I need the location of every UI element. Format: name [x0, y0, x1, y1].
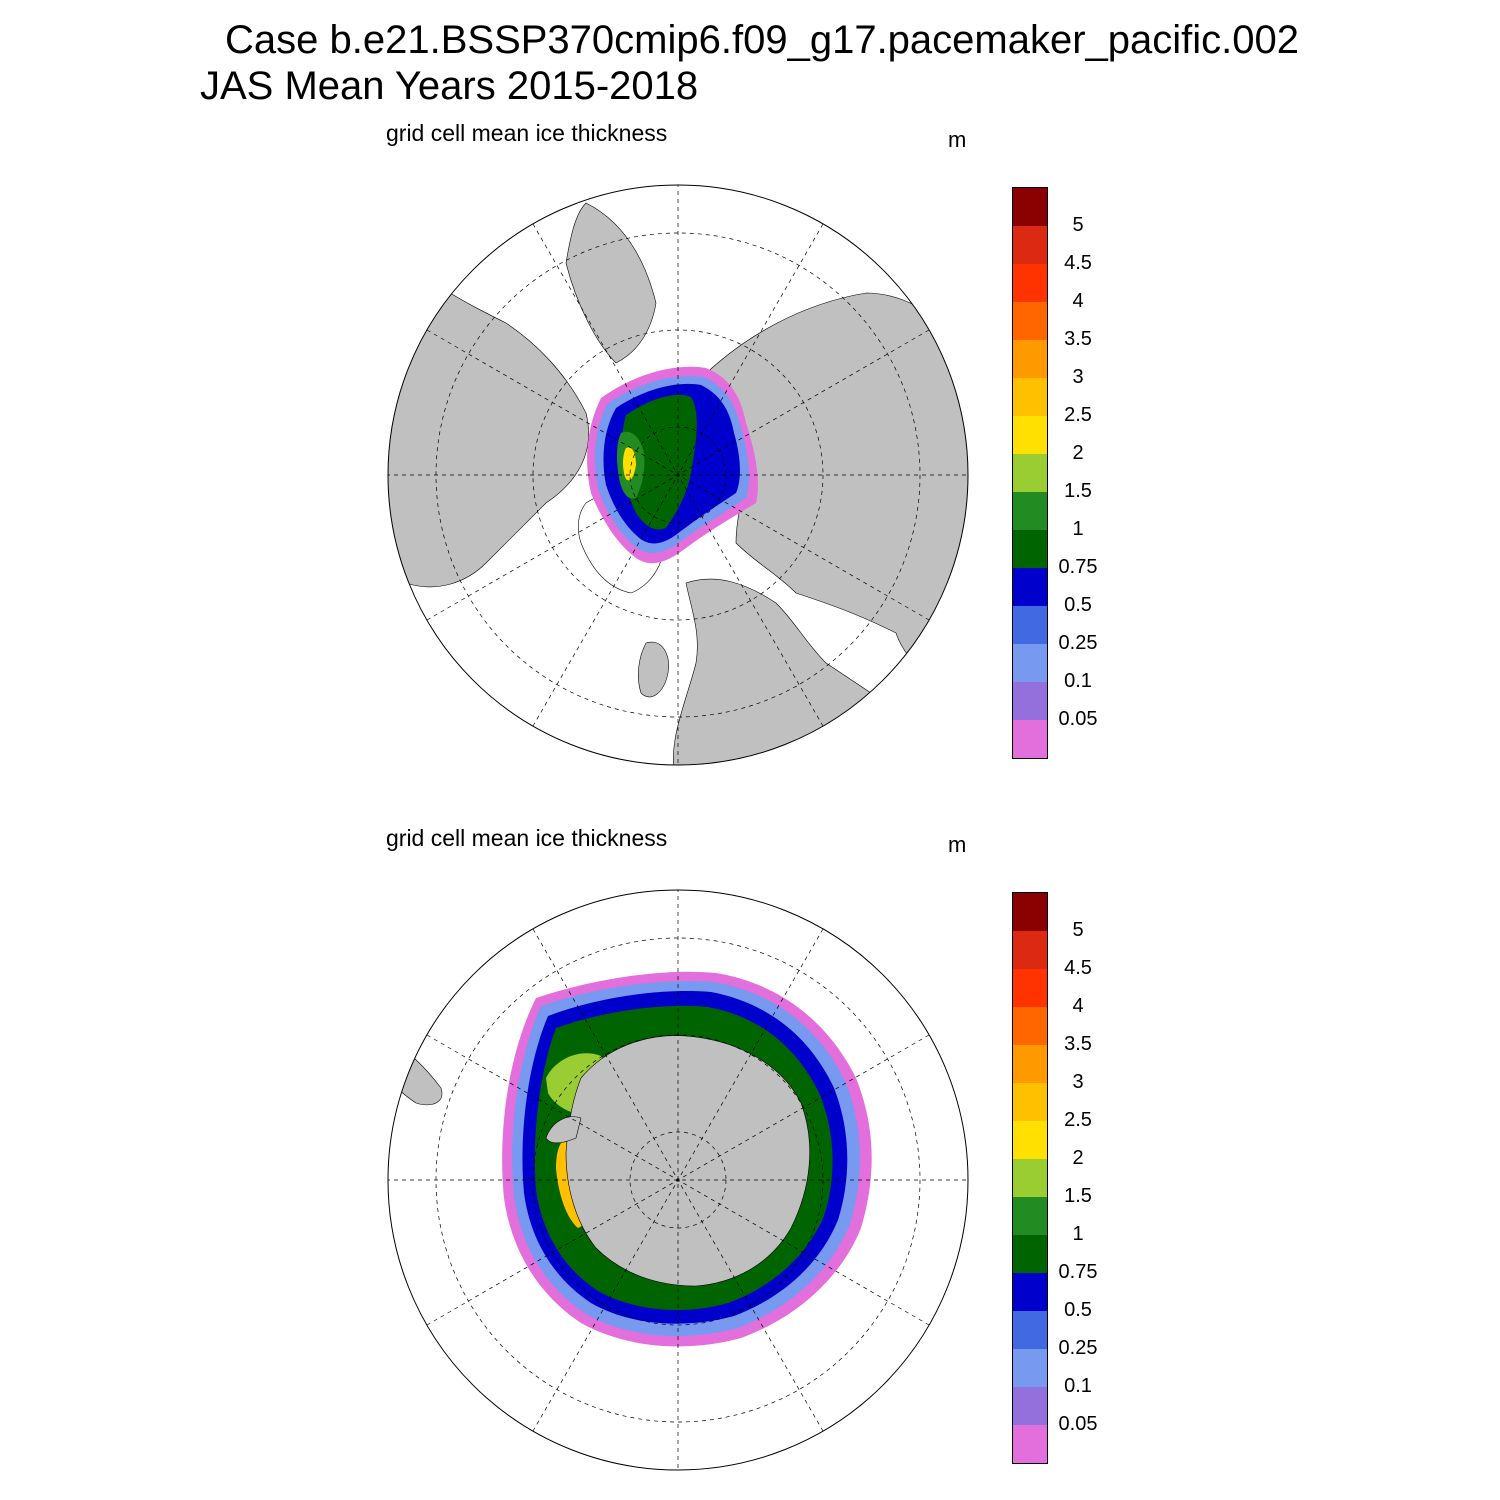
figure-title-line1: Case b.e21.BSSP370cmip6.f09_g17.pacemake… — [225, 18, 1300, 62]
colorbar-box-nh-0 — [1013, 188, 1047, 226]
colorbar-box-sh-13 — [1013, 1387, 1047, 1425]
colorbar-label: 0.5 — [1064, 1299, 1092, 1321]
colorbar-box-sh-1 — [1013, 931, 1047, 969]
colorbar-label: 4.5 — [1064, 252, 1092, 274]
colorbar-sh — [1012, 892, 1048, 1464]
landmass-north-america — [388, 242, 589, 588]
colorbar-label: 1.5 — [1064, 480, 1092, 502]
colorbar-label: 3.5 — [1064, 1033, 1092, 1055]
colorbar-label: 0.05 — [1058, 1413, 1098, 1435]
colorbar-label: 3 — [1072, 1071, 1084, 1093]
colorbar-box-nh-2 — [1013, 264, 1047, 302]
colorbar-label: 2.5 — [1064, 1109, 1092, 1131]
colorbar-box-sh-6 — [1013, 1121, 1047, 1159]
colorbar-box-sh-2 — [1013, 969, 1047, 1007]
colorbar-box-sh-9 — [1013, 1235, 1047, 1273]
colorbar-label: 5 — [1072, 214, 1084, 236]
colorbar-box-sh-7 — [1013, 1159, 1047, 1197]
figure-title-line2: JAS Mean Years 2015-2018 — [200, 64, 699, 108]
colorbar-box-nh-5 — [1013, 378, 1047, 416]
colorbar-label: 3.5 — [1064, 328, 1092, 350]
landmass-uk — [637, 641, 669, 698]
colorbar-box-sh-10 — [1013, 1273, 1047, 1311]
colorbar-box-nh-10 — [1013, 568, 1047, 606]
colorbar-label: 0.05 — [1058, 708, 1098, 730]
colorbar-label: 1.5 — [1064, 1185, 1092, 1207]
colorbar-label: 2 — [1072, 442, 1084, 464]
colorbar-label: 4 — [1072, 290, 1084, 312]
colorbar-label: 1 — [1072, 518, 1084, 540]
colorbar-box-nh-1 — [1013, 226, 1047, 264]
sea-ice-thick-core — [623, 447, 636, 481]
colorbar-label: 2.5 — [1064, 404, 1092, 426]
colorbar-box-sh-8 — [1013, 1197, 1047, 1235]
colorbar-box-sh-5 — [1013, 1083, 1047, 1121]
colorbar-label: 2 — [1072, 1147, 1084, 1169]
arctic-sea-ice-map — [387, 184, 969, 766]
colorbar-box-nh-3 — [1013, 302, 1047, 340]
panel-title-sh: grid cell mean ice thickness — [386, 825, 668, 851]
colorbar-labels-sh: 5 4.5 4 3.5 3 2.5 2 1.5 1 0.75 0.5 0.25 … — [1048, 892, 1118, 1462]
landmass-antarctica — [565, 1035, 810, 1287]
colorbar-label: 5 — [1072, 919, 1084, 941]
antarctic-sea-ice-map — [387, 889, 969, 1471]
colorbar-label: 0.5 — [1064, 594, 1092, 616]
colorbar-label: 0.25 — [1058, 1337, 1098, 1359]
colorbar-labels-nh: 5 4.5 4 3.5 3 2.5 2 1.5 1 0.75 0.5 0.25 … — [1048, 187, 1118, 757]
colorbar-box-nh-8 — [1013, 492, 1047, 530]
units-label-nh: m — [948, 127, 967, 152]
colorbar-label: 1 — [1072, 1223, 1084, 1245]
colorbar-box-nh-14 — [1013, 720, 1047, 758]
colorbar-label: 0.75 — [1058, 1261, 1098, 1283]
colorbar-label: 4.5 — [1064, 957, 1092, 979]
colorbar-box-nh-12 — [1013, 644, 1047, 682]
colorbar-label: 4 — [1072, 995, 1084, 1017]
colorbar-label: 0.25 — [1058, 632, 1098, 654]
colorbar-box-sh-12 — [1013, 1349, 1047, 1387]
landmass-antarctic-peninsula — [545, 1116, 582, 1144]
panel-title-nh: grid cell mean ice thickness — [386, 120, 668, 146]
colorbar-label: 0.1 — [1064, 670, 1092, 692]
colorbar-nh — [1012, 187, 1048, 759]
colorbar-box-sh-0 — [1013, 893, 1047, 931]
colorbar-label: 0.75 — [1058, 556, 1098, 578]
colorbar-box-nh-4 — [1013, 340, 1047, 378]
colorbar-label: 0.1 — [1064, 1375, 1092, 1397]
colorbar-box-sh-3 — [1013, 1007, 1047, 1045]
colorbar-box-sh-11 — [1013, 1311, 1047, 1349]
colorbar-box-nh-7 — [1013, 454, 1047, 492]
colorbar-box-nh-9 — [1013, 530, 1047, 568]
units-label-sh: m — [948, 832, 967, 857]
colorbar-box-sh-4 — [1013, 1045, 1047, 1083]
colorbar-box-nh-6 — [1013, 416, 1047, 454]
colorbar-box-nh-13 — [1013, 682, 1047, 720]
colorbar-box-nh-11 — [1013, 606, 1047, 644]
colorbar-box-sh-14 — [1013, 1425, 1047, 1463]
landmass-alaska — [565, 202, 657, 364]
colorbar-label: 3 — [1072, 366, 1084, 388]
